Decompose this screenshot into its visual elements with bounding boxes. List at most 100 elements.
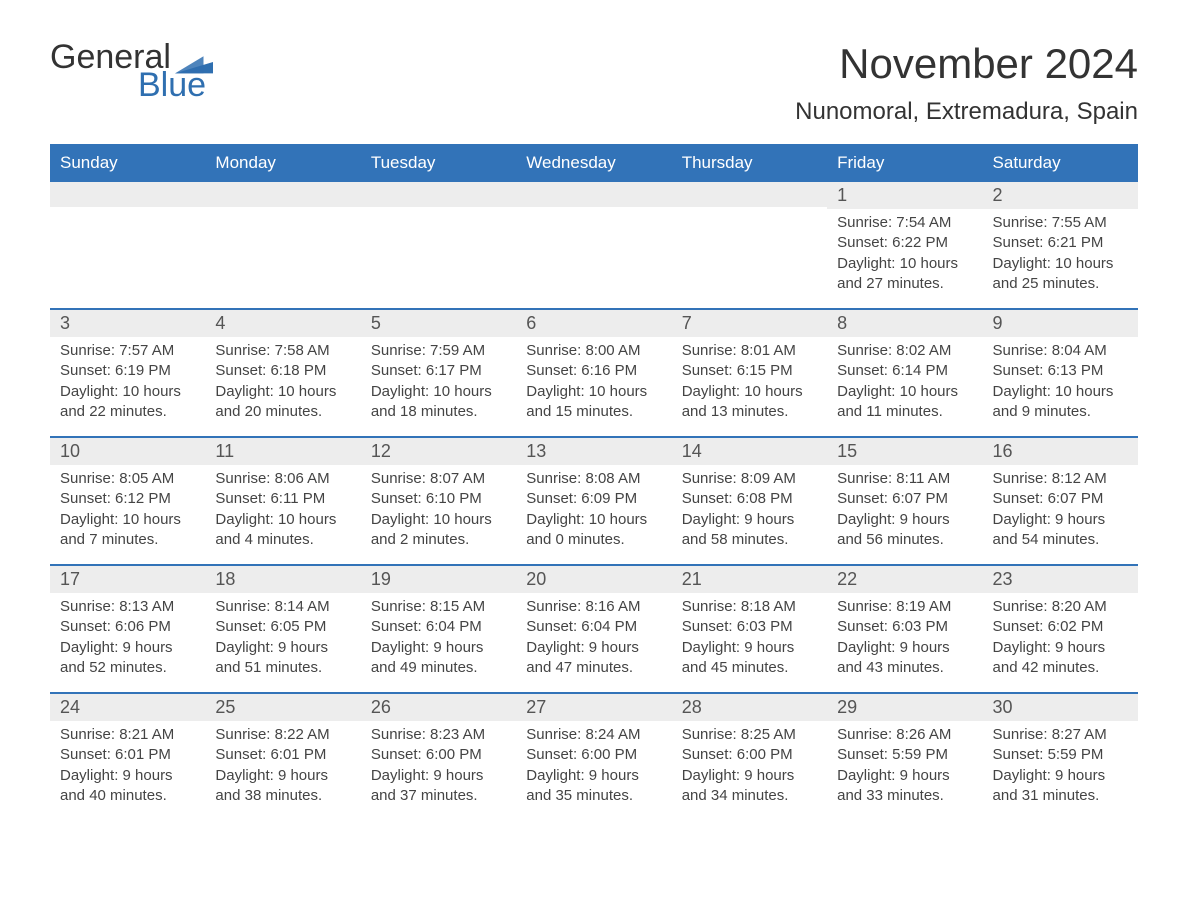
day-sunset: Sunset: 6:18 PM	[215, 361, 350, 381]
calendar-cell: 14Sunrise: 8:09 AMSunset: 6:08 PMDayligh…	[672, 436, 827, 564]
day-daylight2: and 54 minutes.	[993, 530, 1128, 550]
day-details: Sunrise: 8:08 AMSunset: 6:09 PMDaylight:…	[516, 465, 671, 558]
calendar-cell: 7Sunrise: 8:01 AMSunset: 6:15 PMDaylight…	[672, 308, 827, 436]
header: General Blue November 2024 Nunomoral, Ex…	[50, 40, 1138, 126]
calendar-week-row: 17Sunrise: 8:13 AMSunset: 6:06 PMDayligh…	[50, 564, 1138, 692]
day-sunrise: Sunrise: 7:55 AM	[993, 213, 1128, 233]
day-number: 5	[361, 308, 516, 337]
calendar-cell: 19Sunrise: 8:15 AMSunset: 6:04 PMDayligh…	[361, 564, 516, 692]
day-number: 29	[827, 692, 982, 721]
day-number: 12	[361, 436, 516, 465]
day-sunrise: Sunrise: 8:27 AM	[993, 725, 1128, 745]
day-number-bar	[672, 180, 827, 207]
day-details: Sunrise: 8:22 AMSunset: 6:01 PMDaylight:…	[205, 721, 360, 814]
day-details: Sunrise: 8:05 AMSunset: 6:12 PMDaylight:…	[50, 465, 205, 558]
day-daylight2: and 7 minutes.	[60, 530, 195, 550]
day-daylight2: and 22 minutes.	[60, 402, 195, 422]
day-sunrise: Sunrise: 8:26 AM	[837, 725, 972, 745]
calendar-cell	[361, 180, 516, 308]
day-details: Sunrise: 7:57 AMSunset: 6:19 PMDaylight:…	[50, 337, 205, 430]
day-daylight2: and 20 minutes.	[215, 402, 350, 422]
day-number: 10	[50, 436, 205, 465]
day-daylight2: and 18 minutes.	[371, 402, 506, 422]
day-sunrise: Sunrise: 8:06 AM	[215, 469, 350, 489]
day-daylight1: Daylight: 9 hours	[993, 510, 1128, 530]
day-number: 17	[50, 564, 205, 593]
day-sunrise: Sunrise: 8:07 AM	[371, 469, 506, 489]
day-sunset: Sunset: 6:01 PM	[60, 745, 195, 765]
day-sunset: Sunset: 5:59 PM	[837, 745, 972, 765]
day-daylight2: and 27 minutes.	[837, 274, 972, 294]
day-daylight1: Daylight: 10 hours	[60, 510, 195, 530]
day-sunset: Sunset: 6:10 PM	[371, 489, 506, 509]
day-sunrise: Sunrise: 8:11 AM	[837, 469, 972, 489]
calendar-cell: 28Sunrise: 8:25 AMSunset: 6:00 PMDayligh…	[672, 692, 827, 820]
day-sunrise: Sunrise: 8:14 AM	[215, 597, 350, 617]
day-sunrise: Sunrise: 8:19 AM	[837, 597, 972, 617]
day-daylight1: Daylight: 10 hours	[215, 510, 350, 530]
calendar-cell: 20Sunrise: 8:16 AMSunset: 6:04 PMDayligh…	[516, 564, 671, 692]
day-sunset: Sunset: 6:03 PM	[837, 617, 972, 637]
day-details: Sunrise: 8:19 AMSunset: 6:03 PMDaylight:…	[827, 593, 982, 686]
day-sunrise: Sunrise: 8:15 AM	[371, 597, 506, 617]
day-daylight1: Daylight: 9 hours	[526, 638, 661, 658]
location: Nunomoral, Extremadura, Spain	[795, 98, 1138, 126]
day-details: Sunrise: 8:02 AMSunset: 6:14 PMDaylight:…	[827, 337, 982, 430]
day-number: 15	[827, 436, 982, 465]
day-sunrise: Sunrise: 8:18 AM	[682, 597, 817, 617]
day-number: 26	[361, 692, 516, 721]
day-details: Sunrise: 8:24 AMSunset: 6:00 PMDaylight:…	[516, 721, 671, 814]
day-sunrise: Sunrise: 7:58 AM	[215, 341, 350, 361]
day-sunset: Sunset: 6:11 PM	[215, 489, 350, 509]
calendar-cell: 13Sunrise: 8:08 AMSunset: 6:09 PMDayligh…	[516, 436, 671, 564]
day-sunrise: Sunrise: 8:25 AM	[682, 725, 817, 745]
day-sunrise: Sunrise: 8:21 AM	[60, 725, 195, 745]
day-number: 14	[672, 436, 827, 465]
day-sunrise: Sunrise: 8:01 AM	[682, 341, 817, 361]
month-year: November 2024	[795, 40, 1138, 88]
day-sunset: Sunset: 6:13 PM	[993, 361, 1128, 381]
day-sunset: Sunset: 6:07 PM	[993, 489, 1128, 509]
day-sunrise: Sunrise: 8:00 AM	[526, 341, 661, 361]
day-sunset: Sunset: 6:04 PM	[371, 617, 506, 637]
day-daylight1: Daylight: 9 hours	[993, 638, 1128, 658]
calendar-cell: 5Sunrise: 7:59 AMSunset: 6:17 PMDaylight…	[361, 308, 516, 436]
day-daylight2: and 13 minutes.	[682, 402, 817, 422]
day-number: 20	[516, 564, 671, 593]
calendar-week-row: 3Sunrise: 7:57 AMSunset: 6:19 PMDaylight…	[50, 308, 1138, 436]
day-daylight2: and 52 minutes.	[60, 658, 195, 678]
day-daylight1: Daylight: 9 hours	[837, 638, 972, 658]
day-daylight2: and 56 minutes.	[837, 530, 972, 550]
calendar-week-row: 24Sunrise: 8:21 AMSunset: 6:01 PMDayligh…	[50, 692, 1138, 820]
calendar-cell: 3Sunrise: 7:57 AMSunset: 6:19 PMDaylight…	[50, 308, 205, 436]
day-daylight1: Daylight: 10 hours	[60, 382, 195, 402]
day-daylight2: and 42 minutes.	[993, 658, 1128, 678]
day-daylight2: and 40 minutes.	[60, 786, 195, 806]
day-number: 4	[205, 308, 360, 337]
calendar-cell: 6Sunrise: 8:00 AMSunset: 6:16 PMDaylight…	[516, 308, 671, 436]
calendar-table: Sunday Monday Tuesday Wednesday Thursday…	[50, 144, 1138, 820]
day-daylight1: Daylight: 10 hours	[837, 254, 972, 274]
day-daylight2: and 49 minutes.	[371, 658, 506, 678]
day-daylight1: Daylight: 9 hours	[371, 638, 506, 658]
day-daylight1: Daylight: 10 hours	[993, 254, 1128, 274]
calendar-cell: 21Sunrise: 8:18 AMSunset: 6:03 PMDayligh…	[672, 564, 827, 692]
day-daylight2: and 31 minutes.	[993, 786, 1128, 806]
day-daylight2: and 47 minutes.	[526, 658, 661, 678]
day-sunset: Sunset: 6:12 PM	[60, 489, 195, 509]
day-daylight2: and 34 minutes.	[682, 786, 817, 806]
calendar-cell: 29 Sunrise: 8:26 AMSunset: 5:59 PMDayligh…	[827, 692, 982, 820]
day-daylight1: Daylight: 9 hours	[837, 766, 972, 786]
day-sunrise: Sunrise: 7:59 AM	[371, 341, 506, 361]
day-sunset: Sunset: 6:19 PM	[60, 361, 195, 381]
calendar-cell: 15Sunrise: 8:11 AMSunset: 6:07 PMDayligh…	[827, 436, 982, 564]
day-sunset: Sunset: 6:00 PM	[371, 745, 506, 765]
day-daylight1: Daylight: 10 hours	[526, 510, 661, 530]
weekday-wednesday: Wednesday	[516, 145, 671, 180]
day-details: Sunrise: 8:09 AMSunset: 6:08 PMDaylight:…	[672, 465, 827, 558]
day-details: Sunrise: 8:21 AMSunset: 6:01 PMDaylight:…	[50, 721, 205, 814]
calendar-cell: 16Sunrise: 8:12 AMSunset: 6:07 PMDayligh…	[983, 436, 1138, 564]
day-details: Sunrise: 7:59 AMSunset: 6:17 PMDaylight:…	[361, 337, 516, 430]
day-sunrise: Sunrise: 8:12 AM	[993, 469, 1128, 489]
title-block: November 2024 Nunomoral, Extremadura, Sp…	[795, 40, 1138, 126]
